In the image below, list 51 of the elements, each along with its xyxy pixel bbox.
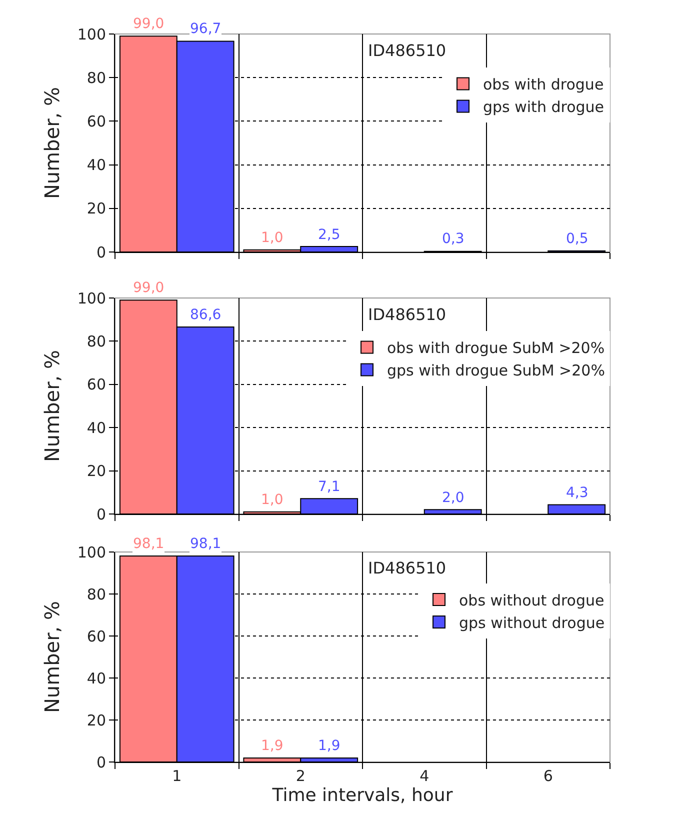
x-tick-label: 1 xyxy=(172,767,182,785)
x-tick-label: 2 xyxy=(296,767,306,785)
y-tick-label: 100 xyxy=(77,25,106,44)
data-label: 98,1 xyxy=(133,536,164,552)
y-tick-label: 0 xyxy=(96,505,106,524)
data-label: 1,0 xyxy=(261,492,284,508)
y-tick-label: 60 xyxy=(86,627,106,646)
x-tick-label: 4 xyxy=(420,767,430,785)
legend-label: obs with drogue xyxy=(483,76,604,94)
data-label: 96,7 xyxy=(190,21,222,37)
y-tick-label: 0 xyxy=(96,753,106,772)
data-label: 86,6 xyxy=(190,307,222,323)
text: ID486510 xyxy=(368,558,446,578)
y-tick-label: 20 xyxy=(86,200,106,218)
data-label: 7,1 xyxy=(318,479,340,495)
data-label: 0,5 xyxy=(566,231,588,247)
y-axis-title: Number, % xyxy=(40,600,64,714)
data-label: 2,0 xyxy=(442,490,464,506)
y-axis-title: Number, % xyxy=(40,86,64,200)
x-tick-label: 6 xyxy=(543,767,553,785)
legend-label: obs with drogue SubM >20% xyxy=(387,339,605,358)
legend-label: obs without drogue xyxy=(459,591,604,610)
data-label: 99,0 xyxy=(133,280,164,296)
legend-label: gps with drogue xyxy=(483,98,604,116)
legend-label: gps with drogue SubM >20% xyxy=(387,362,605,380)
data-label: 1,9 xyxy=(261,738,284,754)
data-label: 98,1 xyxy=(190,536,222,552)
y-tick-label: 80 xyxy=(86,332,106,350)
y-tick-label: 100 xyxy=(77,543,106,562)
y-tick-label: 40 xyxy=(86,418,106,437)
y-axis-title: Number, % xyxy=(40,350,64,462)
x-axis-title: Time intervals, hour xyxy=(271,785,454,806)
data-label: 0,3 xyxy=(442,231,464,247)
data-label: 1,9 xyxy=(318,738,340,754)
data-label: 1,0 xyxy=(261,230,284,246)
data-label: 4,3 xyxy=(566,485,588,501)
y-tick-label: 20 xyxy=(86,711,106,730)
text: ID486510 xyxy=(368,41,446,60)
data-label: 2,5 xyxy=(318,227,340,243)
y-tick-label: 60 xyxy=(86,376,106,394)
text: ID486510 xyxy=(368,305,446,324)
y-tick-label: 80 xyxy=(86,68,106,87)
y-tick-label: 0 xyxy=(96,243,106,262)
y-tick-label: 40 xyxy=(86,156,106,174)
y-tick-label: 100 xyxy=(77,289,106,308)
legend-label: gps without drogue xyxy=(459,614,605,632)
y-tick-label: 60 xyxy=(86,112,106,130)
y-tick-label: 20 xyxy=(86,462,106,480)
data-label: 99,0 xyxy=(133,16,164,32)
y-tick-label: 40 xyxy=(86,669,106,688)
y-tick-label: 80 xyxy=(86,585,106,604)
